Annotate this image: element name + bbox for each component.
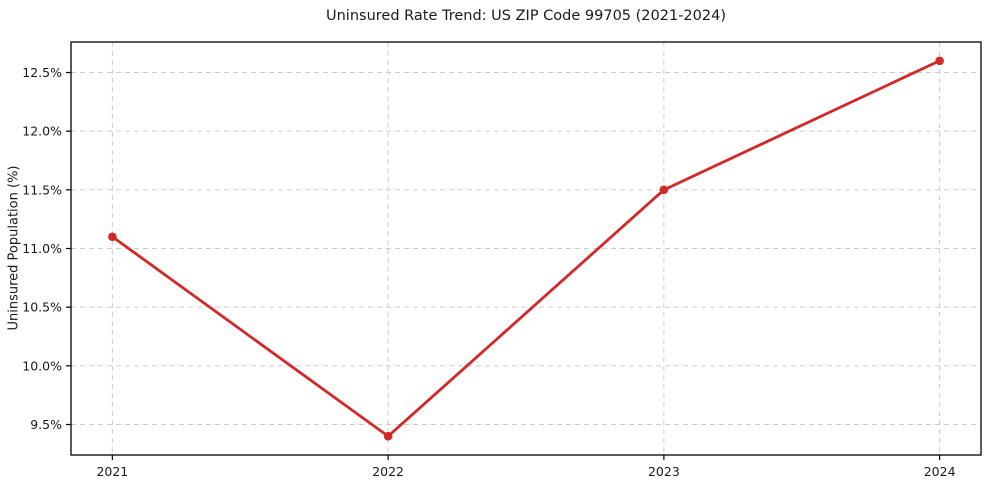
x-tick-label: 2023: [648, 464, 680, 479]
y-tick-label: 10.0%: [22, 358, 62, 373]
data-point-marker: [659, 185, 669, 195]
data-point-marker: [108, 232, 117, 242]
x-tick-label: 2024: [924, 464, 956, 479]
x-tick-label: 2022: [372, 464, 404, 479]
y-tick-label: 12.0%: [22, 124, 62, 139]
trend-line: [110, 59, 942, 438]
chart-title: Uninsured Rate Trend: US ZIP Code 99705 …: [326, 8, 726, 24]
x-tick-label: 2021: [96, 464, 128, 479]
plot-border: [70, 41, 982, 456]
y-tick-label: 11.5%: [22, 182, 62, 197]
y-tick-label: 11.0%: [22, 241, 62, 256]
y-tick-label: 10.5%: [22, 300, 62, 315]
data-point-marker: [383, 431, 393, 441]
y-tick-label: 9.5%: [30, 417, 62, 432]
y-tick-label: 12.5%: [22, 65, 62, 80]
data-point-marker: [935, 56, 944, 66]
